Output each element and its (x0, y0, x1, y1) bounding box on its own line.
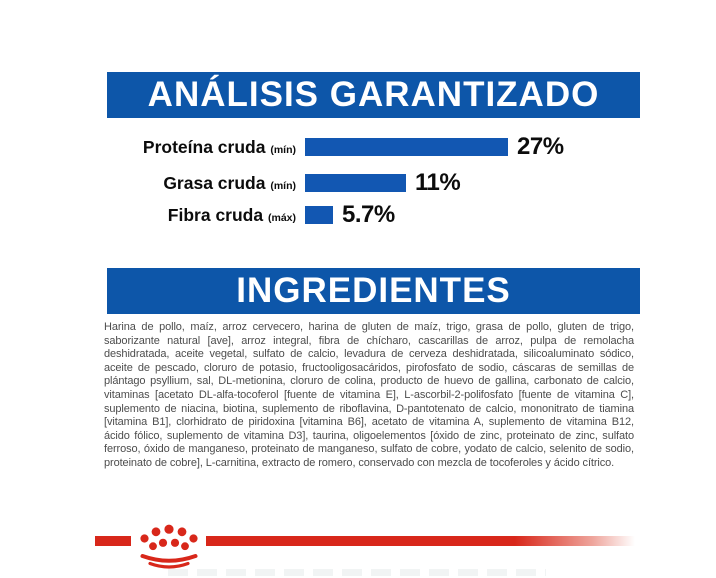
ingredients-title: INGREDIENTES (236, 271, 511, 310)
nutrient-label: Proteína cruda (142, 137, 266, 157)
nutrient-qualifier: (mín) (270, 180, 296, 192)
analysis-title-banner: ANÁLISIS GARANTIZADO (107, 72, 640, 118)
protein-value-bar (305, 138, 508, 156)
brand-rule-left (95, 536, 131, 546)
ingredients-title-banner: INGREDIENTES (107, 268, 640, 314)
chart-row-fat: Grasa cruda (mín) 11% (0, 169, 716, 196)
nutrient-label: Grasa cruda (163, 173, 266, 193)
protein-value-label: 27% (517, 133, 564, 160)
analysis-title: ANÁLISIS GARANTIZADO (147, 75, 600, 114)
fiber-value-bar (305, 206, 333, 224)
bottom-dashes-decoration (168, 569, 546, 576)
fiber-value-label: 5.7% (342, 201, 395, 228)
nutrient-qualifier: (mín) (270, 144, 296, 156)
fat-value-label: 11% (415, 169, 461, 196)
ingredients-text: Harina de pollo, maíz, arroz cervecero, … (104, 321, 634, 469)
chart-row-protein: Proteína cruda (mín) 27% (0, 133, 716, 160)
brand-rule-right (206, 536, 635, 546)
nutrient-label: Fibra cruda (167, 205, 264, 225)
chart-row-fiber: Fibra cruda (máx) 5.7% (0, 201, 716, 228)
fat-value-bar (305, 174, 406, 192)
nutrient-qualifier: (máx) (267, 212, 296, 224)
royal-canin-crown-icon (140, 524, 198, 569)
